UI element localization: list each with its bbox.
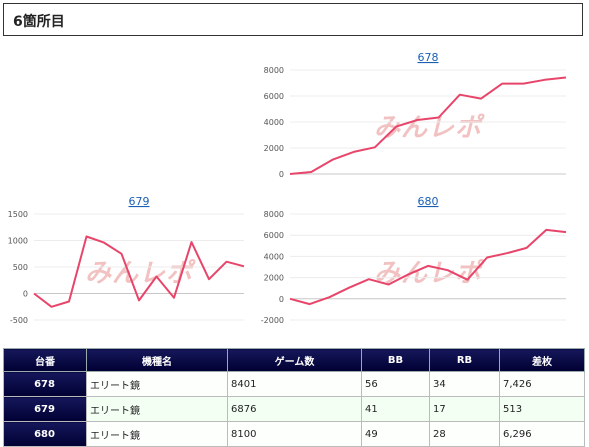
cell-unit-number: 680 [3, 421, 87, 447]
y-tick-label: 2000 [264, 274, 284, 283]
cell-unit-number: 679 [3, 396, 87, 422]
data-table: 台番 機種名 ゲーム数 BB RB 差枚 678 エリート鏡 8401 56 3… [3, 348, 585, 447]
header-rb: RB [429, 348, 500, 372]
series-line [289, 76, 567, 175]
header-diff-coins: 差枚 [499, 348, 585, 372]
cell-machine-name: エリート鏡 [86, 421, 228, 447]
chart-679: 679 みんレポ -500 0 500 1000 1500 [0, 190, 256, 330]
cell-game-count: 8401 [227, 371, 362, 397]
cell-bb: 49 [361, 421, 430, 447]
cell-rb: 17 [429, 396, 500, 422]
chart-title-link[interactable]: 678 [418, 51, 439, 64]
y-tick-label: 0 [23, 290, 28, 299]
watermark-logo: みんレポ [85, 258, 196, 288]
section-header: 6箇所目 [3, 3, 583, 36]
table-row: 679 エリート鏡 6876 41 17 513 [3, 396, 585, 422]
cell-machine-name: エリート鏡 [86, 396, 228, 422]
section-title: 6箇所目 [13, 14, 65, 30]
cell-game-count: 6876 [227, 396, 362, 422]
y-tick-label: 2000 [264, 144, 284, 153]
table-row: 680 エリート鏡 8100 49 28 6,296 [3, 421, 585, 447]
chart-title-link[interactable]: 679 [129, 195, 150, 208]
series-line [289, 228, 567, 306]
table-header-row: 台番 機種名 ゲーム数 BB RB 差枚 [3, 348, 585, 372]
y-tick-label: 0 [279, 295, 284, 304]
chart-svg: 679 みんレポ -500 0 500 1000 1500 [8, 195, 245, 325]
cell-rb: 34 [429, 371, 500, 397]
chart-title-link[interactable]: 680 [418, 195, 439, 208]
header-bb: BB [361, 348, 430, 372]
cell-diff-coins: 7,426 [499, 371, 585, 397]
y-tick-label: 8000 [264, 66, 284, 75]
cell-diff-coins: 513 [499, 396, 585, 422]
y-tick-label: 8000 [264, 210, 284, 219]
y-tick-label: -500 [10, 316, 28, 325]
cell-machine-name: エリート鏡 [86, 371, 228, 397]
cell-rb: 28 [429, 421, 500, 447]
y-tick-label: 500 [13, 263, 28, 272]
header-machine-name: 機種名 [86, 348, 228, 372]
y-tick-label: 4000 [264, 118, 284, 127]
y-tick-label: 1000 [8, 237, 28, 246]
header-game-count: ゲーム数 [227, 348, 362, 372]
cell-bb: 56 [361, 371, 430, 397]
cell-game-count: 8100 [227, 421, 362, 447]
cell-diff-coins: 6,296 [499, 421, 585, 447]
y-tick-label: 4000 [264, 252, 284, 261]
y-tick-label: -2000 [261, 316, 284, 325]
cell-bb: 41 [361, 396, 430, 422]
chart-678: 678 みんレポ 0 2000 4000 6000 8000 [256, 46, 586, 186]
y-tick-label: 1500 [8, 210, 28, 219]
header-unit-number: 台番 [3, 348, 87, 372]
y-tick-label: 0 [279, 170, 284, 179]
table-row: 678 エリート鏡 8401 56 34 7,426 [3, 371, 585, 397]
cell-unit-number: 678 [3, 371, 87, 397]
series-line [33, 235, 245, 308]
y-tick-label: 6000 [264, 231, 284, 240]
chart-680: 680 みんレポ -2000 0 2000 4000 6000 8000 [256, 190, 586, 330]
y-tick-label: 6000 [264, 92, 284, 101]
